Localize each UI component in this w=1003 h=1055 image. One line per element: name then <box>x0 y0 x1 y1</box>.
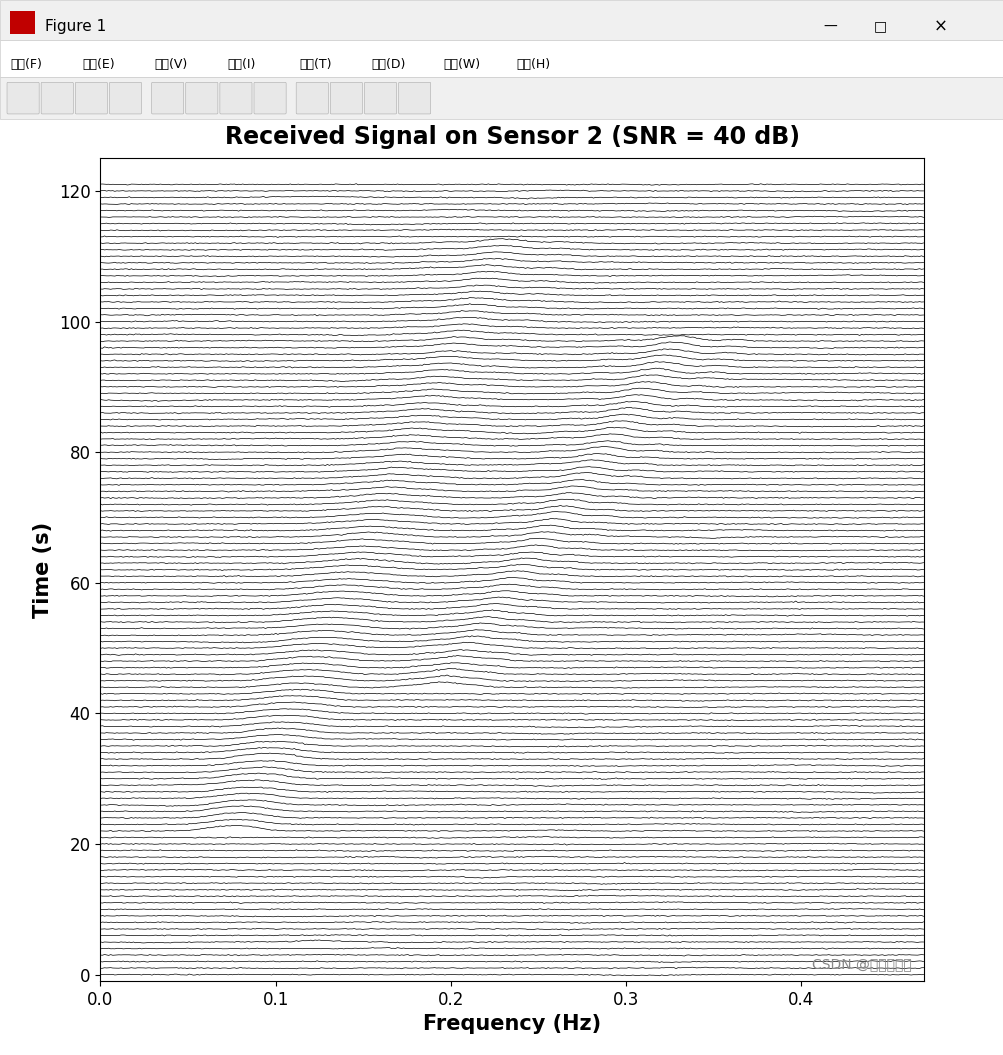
Text: 查看(V): 查看(V) <box>154 58 188 71</box>
Text: 窗口(W): 窗口(W) <box>443 58 480 71</box>
Text: —: — <box>822 19 837 34</box>
Text: ×: × <box>933 17 947 36</box>
Text: 桌面(D): 桌面(D) <box>371 58 405 71</box>
Text: 文件(F): 文件(F) <box>10 58 42 71</box>
Text: CSDN @荔枝科研社: CSDN @荔枝科研社 <box>810 957 911 972</box>
Text: 插入(I): 插入(I) <box>227 58 255 71</box>
Text: 帮助(H): 帮助(H) <box>516 58 550 71</box>
Text: 工具(T): 工具(T) <box>299 58 331 71</box>
Text: Figure 1: Figure 1 <box>45 19 106 34</box>
Title: Received Signal on Sensor 2 (SNR = 40 dB): Received Signal on Sensor 2 (SNR = 40 dB… <box>225 126 798 150</box>
X-axis label: Frequency (Hz): Frequency (Hz) <box>422 1015 601 1035</box>
Y-axis label: Time (s): Time (s) <box>33 521 53 618</box>
Text: 编辑(E): 编辑(E) <box>82 58 114 71</box>
Text: □: □ <box>873 19 886 34</box>
